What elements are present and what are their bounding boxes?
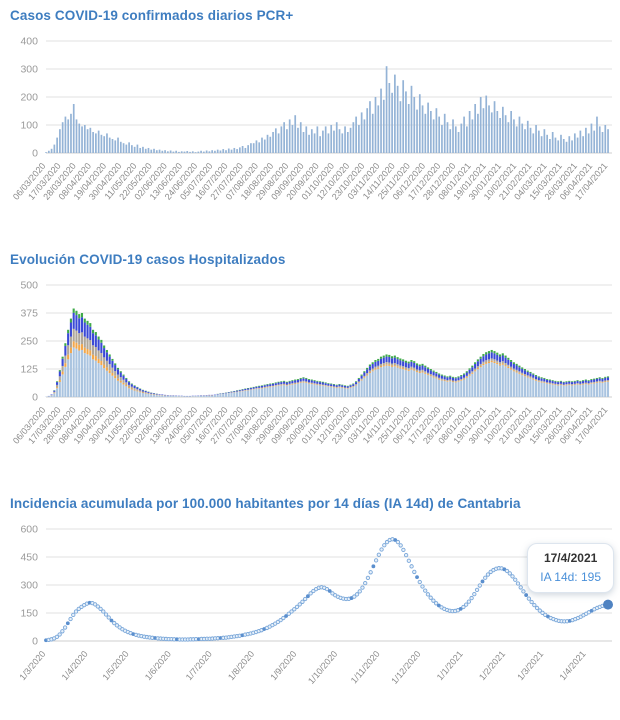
section-daily-cases: Casos COVID-19 confirmados diarios PCR+ … (6, 8, 616, 236)
svg-text:375: 375 (20, 308, 38, 320)
daily-cases-chart[interactable]: 0 100 200 300 400 06/03/2020 17/03/2020 28/03/2… (6, 33, 616, 236)
daily-cases-title: Casos COVID-19 confirmados diarios PCR+ (10, 8, 294, 23)
svg-text:1/3/2020: 1/3/2020 (17, 649, 47, 682)
svg-text:125: 125 (20, 364, 38, 376)
svg-text:300: 300 (20, 64, 38, 76)
svg-text:1/7/2020: 1/7/2020 (184, 649, 214, 682)
svg-text:300: 300 (20, 580, 38, 592)
svg-text:500: 500 (20, 280, 38, 292)
y-axis-labels: 0 125 250 375 500 (20, 280, 38, 404)
svg-text:1/5/2020: 1/5/2020 (101, 649, 131, 682)
gridlines (46, 40, 612, 154)
tooltip: 17/4/2021 IA 14d: 195 (527, 543, 614, 593)
svg-text:200: 200 (20, 92, 38, 104)
highlighted-last-dot[interactable] (603, 599, 613, 610)
y-axis-labels: 0 150 300 450 600 (20, 524, 38, 648)
bars (45, 66, 609, 153)
hospitalized-canvas: 0 125 250 375 500 06/03/202017/03/202028/03/2… (11, 280, 612, 446)
svg-text:1/10/2020: 1/10/2020 (306, 649, 339, 686)
svg-text:150: 150 (20, 608, 38, 620)
svg-text:1/9/2020: 1/9/2020 (268, 649, 298, 682)
svg-text:250: 250 (20, 336, 38, 348)
x-axis-labels: 1/3/2020 1/4/2020 1/5/2020 1/6/2020 1/7/2020… (17, 649, 587, 686)
tooltip-value: IA 14d: 195 (540, 570, 601, 584)
svg-text:100: 100 (20, 120, 38, 132)
section-ia14d: Incidencia acumulada por 100.000 habitan… (6, 496, 616, 706)
ia14d-chart[interactable]: 17/4/2021 IA 14d: 195 0 150 300 450 600 1/3/2… (6, 521, 616, 706)
x-axis-labels: 06/03/202017/03/202028/03/202008/04/2020… (11, 161, 610, 202)
svg-text:600: 600 (20, 524, 38, 536)
svg-text:1/4/2021: 1/4/2021 (558, 649, 588, 682)
svg-text:1/2/2021: 1/2/2021 (477, 649, 507, 682)
svg-text:0: 0 (32, 636, 38, 648)
svg-text:1/1/2021: 1/1/2021 (435, 649, 465, 682)
svg-text:400: 400 (20, 36, 38, 48)
svg-text:1/8/2020: 1/8/2020 (226, 649, 256, 682)
svg-text:1/12/2020: 1/12/2020 (389, 649, 422, 686)
scatter-dots (44, 537, 613, 643)
x-axis-labels: 06/03/202017/03/202028/03/202008/04/2020… (11, 405, 610, 446)
svg-text:1/6/2020: 1/6/2020 (143, 649, 173, 682)
stacked-bars (44, 308, 610, 397)
ia14d-canvas: 0 150 300 450 600 1/3/2020 1/4/2020 1/5/2020 1/6… (17, 524, 613, 686)
daily-cases-canvas: 0 100 200 300 400 06/03/202017/03/202028/03/2… (11, 36, 612, 202)
tooltip-date: 17/4/2021 (543, 551, 598, 565)
ia14d-title: Incidencia acumulada por 100.000 habitan… (10, 496, 521, 511)
section-hospitalized: Evolución COVID-19 casos Hospitalizados … (6, 252, 616, 480)
y-axis-labels: 0 100 200 300 400 (20, 36, 38, 160)
svg-text:1/4/2020: 1/4/2020 (60, 649, 90, 682)
hospitalized-title: Evolución COVID-19 casos Hospitalizados (10, 252, 286, 267)
svg-text:1/3/2021: 1/3/2021 (515, 649, 545, 682)
hospitalized-chart[interactable]: 0 125 250 375 500 06/03/2020 17/03/2020 28/03/2… (6, 277, 616, 480)
svg-text:0: 0 (32, 392, 38, 404)
svg-text:450: 450 (20, 552, 38, 564)
svg-text:0: 0 (32, 148, 38, 160)
svg-text:1/11/2020: 1/11/2020 (349, 649, 382, 686)
